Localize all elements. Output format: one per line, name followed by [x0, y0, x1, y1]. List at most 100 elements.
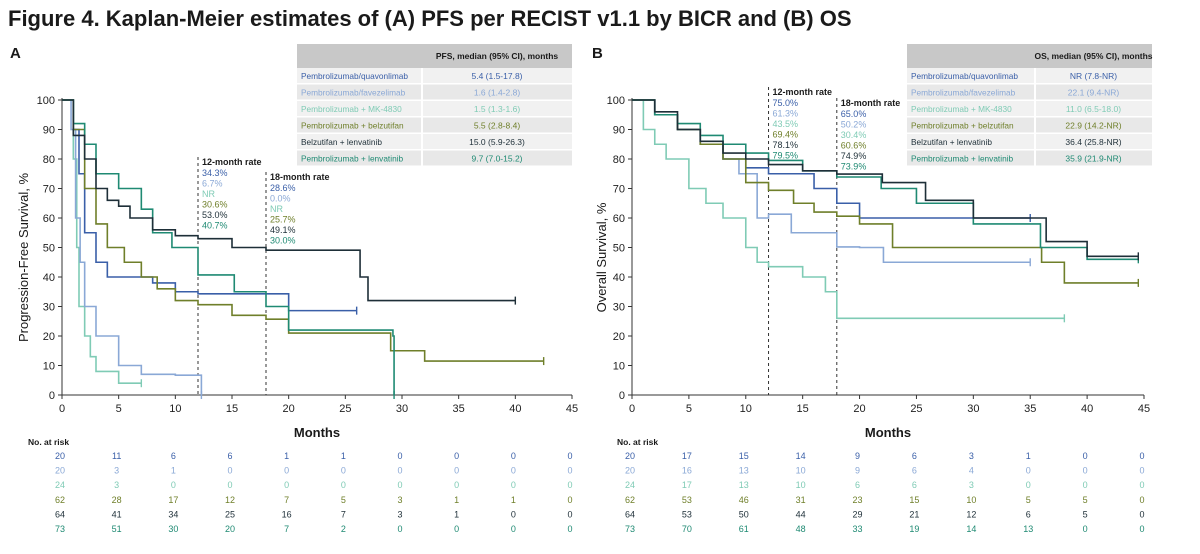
at-risk-value: 61 — [739, 524, 749, 534]
x-tick-label: 15 — [797, 403, 809, 415]
x-tick-label: 40 — [1081, 403, 1093, 415]
table-row — [297, 117, 572, 133]
at-risk-value: 24 — [55, 480, 65, 490]
at-risk-value: 14 — [796, 451, 806, 461]
at-risk-value: 0 — [341, 466, 346, 476]
y-tick-label: 20 — [613, 331, 625, 343]
at-risk-value: 0 — [397, 466, 402, 476]
y-tick-label: 70 — [43, 184, 55, 196]
table-series-name: Belzutifan + lenvatinib — [301, 137, 382, 147]
table-median-value: 35.9 (21.9-NR) — [1065, 154, 1121, 164]
y-tick-label: 70 — [613, 184, 625, 196]
table-row — [907, 117, 1152, 133]
rate-value: 30.4% — [841, 130, 867, 140]
rate-value: 79.5% — [773, 151, 799, 161]
table-header-bg — [907, 44, 1152, 68]
at-risk-value: 0 — [397, 451, 402, 461]
at-risk-value: 3 — [969, 480, 974, 490]
at-risk-value: 64 — [55, 509, 65, 519]
y-tick-label: 100 — [607, 95, 625, 107]
at-risk-value: 0 — [511, 466, 516, 476]
table-row — [907, 101, 1152, 116]
at-risk-value: 10 — [796, 466, 806, 476]
at-risk-value: 0 — [341, 480, 346, 490]
y-tick-label: 90 — [43, 125, 55, 137]
at-risk-value: 41 — [112, 509, 122, 519]
at-risk-value: 0 — [454, 451, 459, 461]
at-risk-value: 6 — [227, 451, 232, 461]
rate-value: 0.0% — [270, 194, 291, 204]
at-risk-value: 0 — [1139, 451, 1144, 461]
at-risk-value: 7 — [284, 495, 289, 505]
at-risk-value: 73 — [55, 524, 65, 534]
x-tick-label: 5 — [116, 403, 122, 415]
rate-value: 40.7% — [202, 221, 228, 231]
km-curve-belz_lenva — [62, 99, 516, 302]
table-header-bg — [297, 44, 572, 68]
x-tick-label: 0 — [59, 403, 65, 415]
table-header: OS, median (95% CI), months — [1034, 51, 1152, 61]
at-risk-value: 0 — [567, 480, 572, 490]
at-risk-value: 0 — [1026, 480, 1031, 490]
table-series-name: Pembrolizumab/quavonlimab — [911, 71, 1018, 81]
y-tick-label: 10 — [43, 361, 55, 373]
y-tick-label: 40 — [613, 272, 625, 284]
at-risk-value: 16 — [682, 466, 692, 476]
rate-value: 30.6% — [202, 200, 228, 210]
at-risk-value: 0 — [1026, 466, 1031, 476]
at-risk-value: 6 — [912, 480, 917, 490]
y-tick-label: 100 — [37, 95, 55, 107]
table-median-value: 9.7 (7.0-15.2) — [471, 154, 522, 164]
at-risk-value: 6 — [912, 451, 917, 461]
rate-value: 74.9% — [841, 151, 867, 161]
at-risk-value: 23 — [853, 495, 863, 505]
rate-value: 43.5% — [773, 119, 799, 129]
table-median-value: 36.4 (25.8-NR) — [1065, 137, 1121, 147]
at-risk-value: 12 — [966, 509, 976, 519]
rate-value: NR — [270, 204, 283, 214]
at-risk-value: 0 — [1083, 451, 1088, 461]
y-tick-label: 10 — [613, 361, 625, 373]
at-risk-value: 33 — [853, 524, 863, 534]
panel-letter: A — [10, 45, 21, 62]
at-risk-value: 46 — [739, 495, 749, 505]
at-risk-value: 0 — [511, 480, 516, 490]
y-tick-label: 30 — [613, 302, 625, 314]
rate-value: 53.0% — [202, 210, 228, 220]
table-median-value: 22.1 (9.4-NR) — [1068, 88, 1120, 98]
at-risk-value: 0 — [454, 466, 459, 476]
y-axis-label: Overall Survival, % — [594, 202, 609, 312]
at-risk-value: 0 — [511, 524, 516, 534]
at-risk-value: 0 — [284, 466, 289, 476]
table-median-value: 1.6 (1.4-2.8) — [474, 88, 520, 98]
at-risk-value: 0 — [511, 451, 516, 461]
at-risk-value: 44 — [796, 509, 806, 519]
at-risk-value: 0 — [567, 524, 572, 534]
table-series-name: Pembrolizumab + MK-4830 — [301, 104, 402, 114]
median-table: OS, median (95% CI), months Pembrolizumab… — [907, 44, 1153, 166]
at-risk-value: 51 — [112, 524, 122, 534]
rate-label-12-month: 12-month rate — [773, 87, 833, 97]
at-risk-value: 5 — [341, 495, 346, 505]
rate-value: 49.1% — [270, 225, 296, 235]
at-risk-value: 3 — [397, 509, 402, 519]
x-tick-label: 10 — [169, 403, 181, 415]
y-tick-label: 50 — [43, 243, 55, 255]
table-series-name: Belzutifan + lenvatinib — [911, 137, 992, 147]
at-risk-value: 53 — [682, 509, 692, 519]
table-row — [297, 68, 572, 83]
at-risk-value: 0 — [1083, 466, 1088, 476]
y-tick-label: 50 — [613, 243, 625, 255]
at-risk-value: 7 — [284, 524, 289, 534]
at-risk-value: 16 — [282, 509, 292, 519]
table-median-value: 22.9 (14.2-NR) — [1065, 121, 1121, 131]
at-risk-value: 24 — [625, 480, 635, 490]
km-curve-belz_lenva — [632, 99, 1139, 258]
at-risk-value: 1 — [341, 451, 346, 461]
at-risk-value: 0 — [567, 509, 572, 519]
at-risk-value: 12 — [225, 495, 235, 505]
rate-label-12-month: 12-month rate — [202, 157, 262, 167]
rate-value: 50.2% — [841, 120, 867, 130]
